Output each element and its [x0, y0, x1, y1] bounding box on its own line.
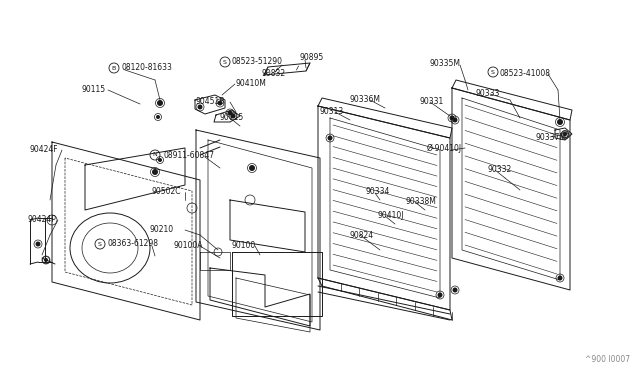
Text: S: S	[491, 70, 495, 74]
Text: N: N	[152, 153, 157, 157]
Text: 90333: 90333	[476, 89, 500, 97]
Text: 90832: 90832	[262, 68, 286, 77]
Circle shape	[249, 165, 255, 171]
Circle shape	[452, 288, 458, 292]
Circle shape	[157, 100, 163, 106]
Text: 90210: 90210	[150, 225, 174, 234]
Text: ^900 I0007: ^900 I0007	[585, 355, 630, 364]
Text: 90331: 90331	[420, 97, 444, 106]
Circle shape	[438, 292, 442, 298]
Text: 90424F: 90424F	[30, 145, 59, 154]
Circle shape	[156, 115, 160, 119]
Text: 90100: 90100	[232, 241, 256, 250]
Text: 90336M: 90336M	[350, 96, 381, 105]
Text: 08523-41008: 08523-41008	[500, 68, 551, 77]
Text: 90715: 90715	[220, 113, 244, 122]
Text: 90451B: 90451B	[196, 97, 225, 106]
Circle shape	[158, 158, 162, 162]
Text: B: B	[112, 65, 116, 71]
Text: 90410M: 90410M	[236, 80, 267, 89]
Circle shape	[152, 169, 158, 175]
Circle shape	[44, 258, 48, 262]
Circle shape	[198, 105, 202, 109]
Text: 90424P: 90424P	[27, 215, 56, 224]
Circle shape	[452, 118, 458, 122]
Text: 90337M: 90337M	[535, 132, 566, 141]
Text: 90335M: 90335M	[430, 58, 461, 67]
Text: 90313: 90313	[320, 108, 344, 116]
Text: S: S	[223, 60, 227, 64]
Text: 90502C: 90502C	[152, 187, 182, 196]
Text: 08120-81633: 08120-81633	[122, 64, 173, 73]
Circle shape	[563, 132, 567, 136]
Text: 90334: 90334	[365, 187, 389, 196]
Text: 08363-61298: 08363-61298	[107, 240, 158, 248]
Circle shape	[557, 119, 563, 125]
Text: 90100A: 90100A	[174, 241, 204, 250]
Text: 90895: 90895	[300, 54, 324, 62]
Circle shape	[218, 100, 223, 106]
Circle shape	[35, 241, 40, 247]
Circle shape	[230, 113, 236, 119]
Circle shape	[557, 276, 563, 280]
Circle shape	[563, 134, 566, 137]
Circle shape	[227, 110, 232, 115]
Text: 90824: 90824	[350, 231, 374, 240]
Text: 90410J: 90410J	[377, 212, 403, 221]
Text: 08523-51290: 08523-51290	[232, 58, 283, 67]
Circle shape	[449, 115, 454, 121]
Text: 90332: 90332	[487, 166, 511, 174]
Text: 90338M: 90338M	[405, 198, 436, 206]
Text: Ø-90410J: Ø-90410J	[427, 144, 462, 153]
Circle shape	[328, 135, 333, 141]
Text: S: S	[98, 241, 102, 247]
Text: 08911-60847: 08911-60847	[163, 151, 214, 160]
Text: 90115: 90115	[82, 86, 106, 94]
